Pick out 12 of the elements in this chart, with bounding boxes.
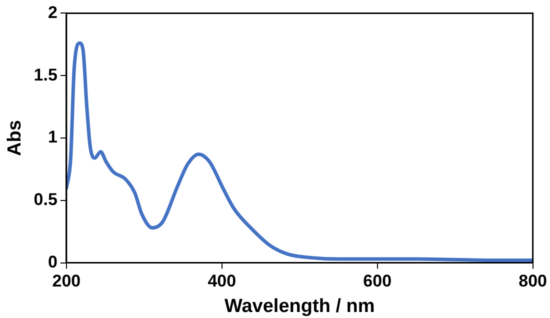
y-tick-label: 1 <box>48 128 58 147</box>
x-axis-title: Wavelength / nm <box>224 296 375 317</box>
y-tick-label: 0 <box>48 252 58 272</box>
x-tick-label: 800 <box>518 272 548 291</box>
line-series <box>66 41 533 262</box>
y-tick-label: 1.5 <box>34 65 58 84</box>
y-tick-label: 2 <box>48 2 58 22</box>
x-tick-label: 600 <box>363 272 392 291</box>
y-axis-title: Abs <box>4 120 26 156</box>
x-tick-label: 200 <box>52 272 81 291</box>
x-tick-label: 400 <box>208 272 236 291</box>
y-tick-label: 0.5 <box>34 190 58 210</box>
